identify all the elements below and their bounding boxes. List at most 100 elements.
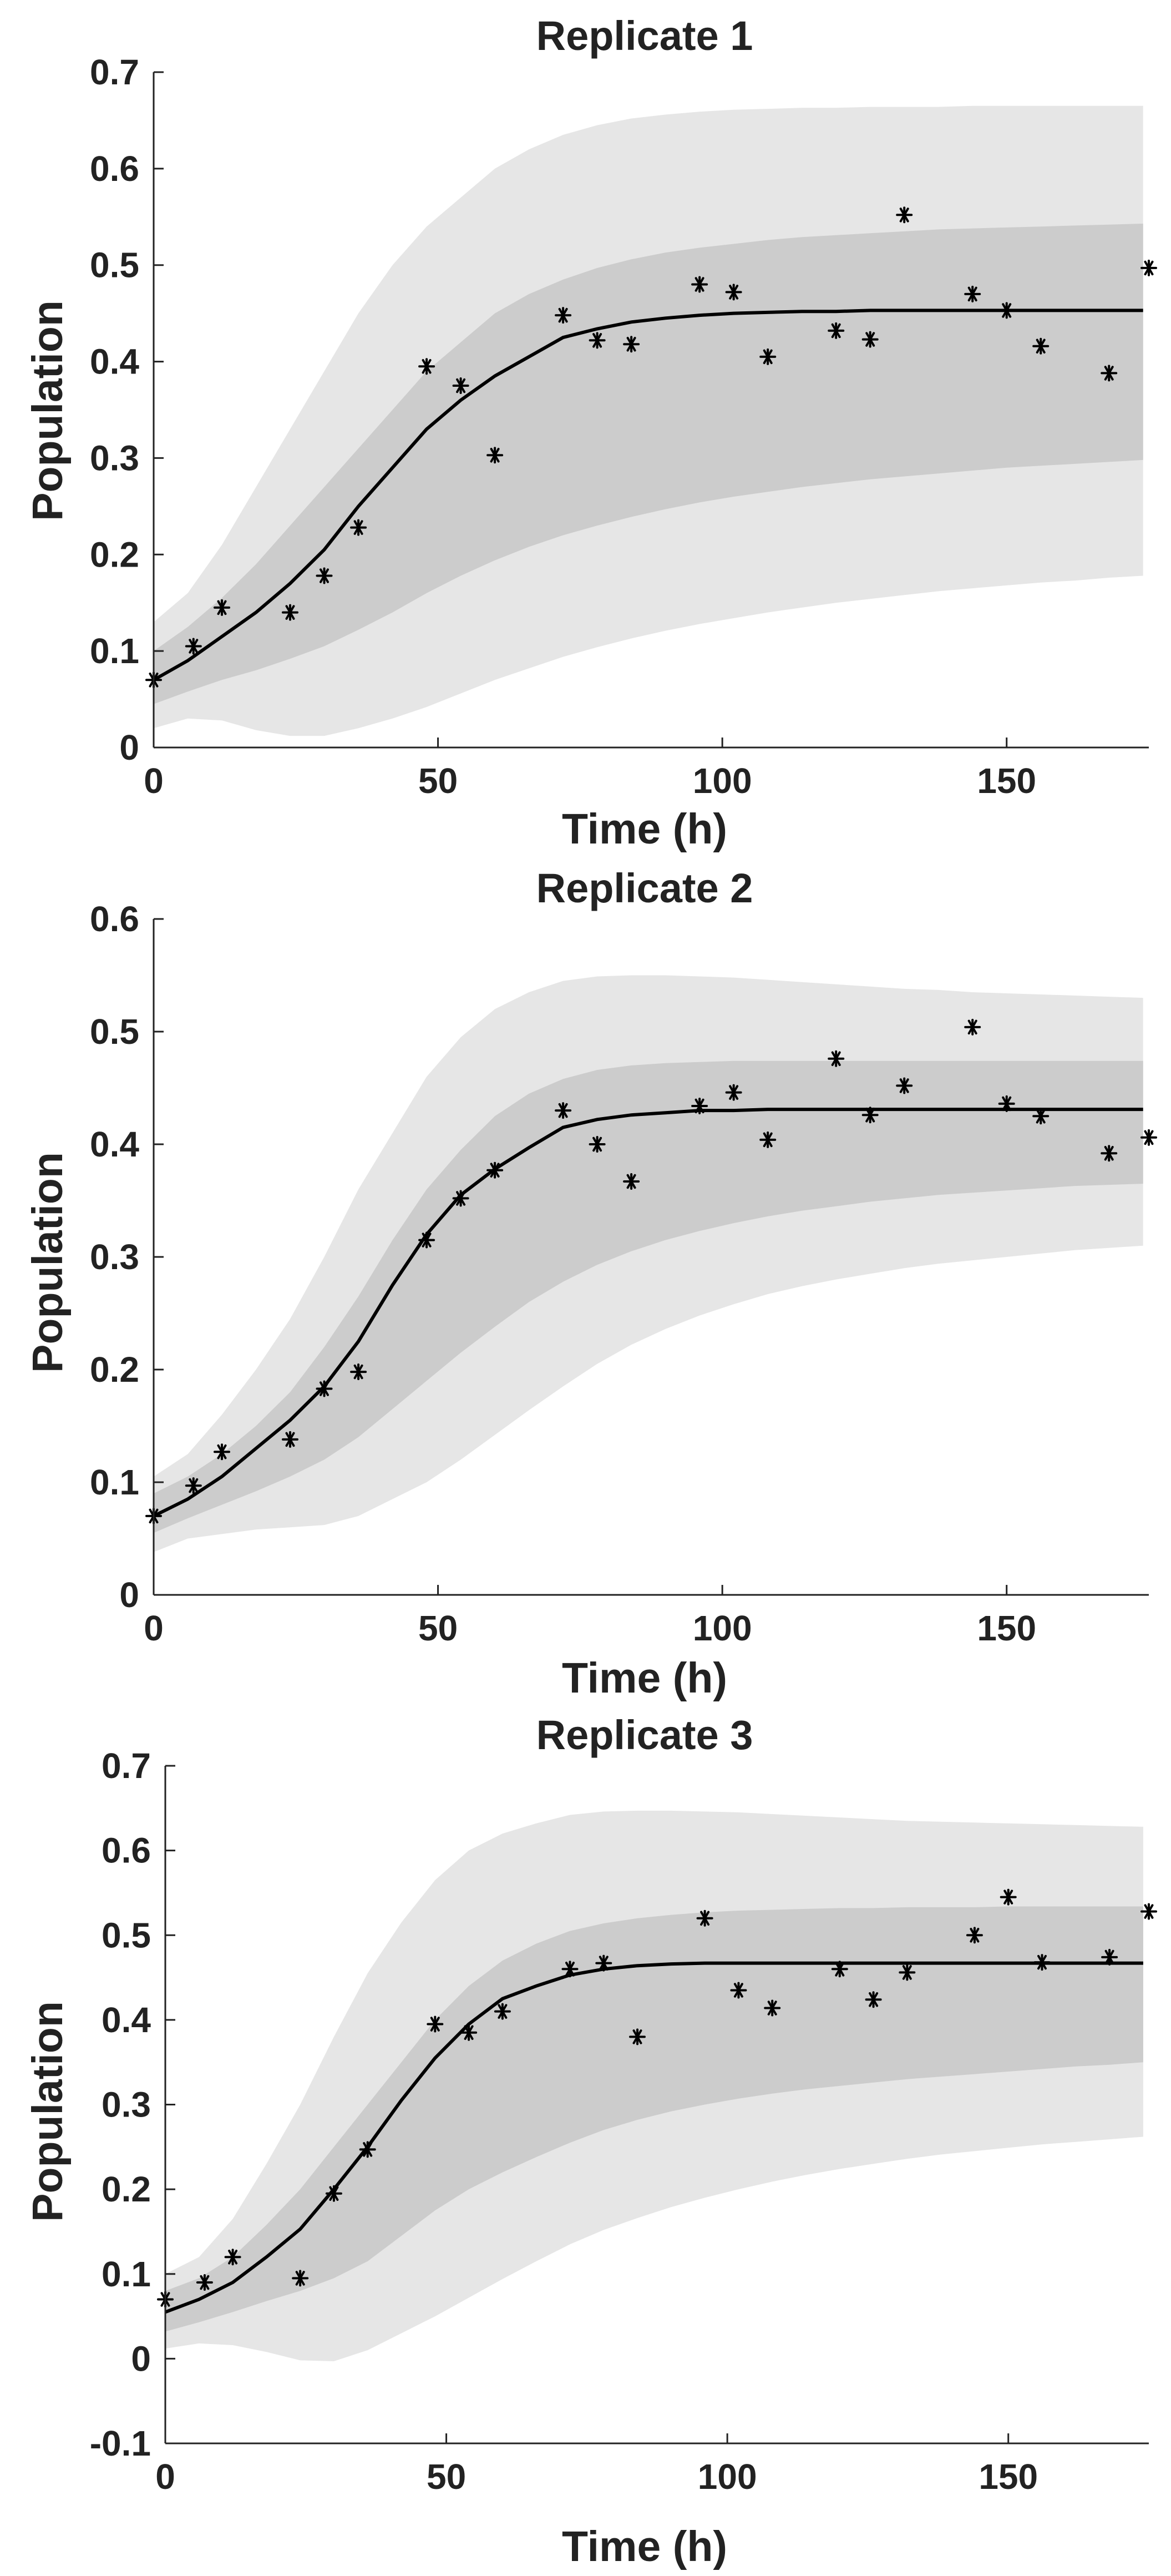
data-point	[185, 638, 202, 655]
data-point	[196, 2274, 213, 2291]
x-ticks: 0 50 100 150	[155, 2433, 1038, 2497]
data-point	[486, 1161, 504, 1179]
x-tick-label: 150	[977, 1608, 1036, 1648]
x-ticks: 0 50 100 150	[144, 738, 1036, 801]
data-point	[865, 1991, 882, 2008]
data-point	[1140, 1129, 1157, 1146]
data-point	[759, 348, 777, 365]
data-point	[452, 1190, 469, 1207]
y-ticks: -0.1 0 0.1 0.2 0.3 0.4 0.5 0.6 0.7	[90, 1746, 175, 2463]
y-tick-label: 0.7	[102, 1746, 151, 1786]
x-axis-label: Time (h)	[562, 2523, 727, 2570]
x-tick-label: 150	[979, 2457, 1038, 2497]
data-point	[325, 2185, 342, 2202]
data-point	[629, 2028, 646, 2045]
y-ticks: 0 0.1 0.2 0.3 0.4 0.5 0.6 0.7	[90, 52, 164, 767]
data-point	[555, 1102, 572, 1119]
x-ticks: 0 50 100 150	[144, 1585, 1036, 1648]
data-point	[1140, 1903, 1157, 1920]
y-tick-label: 0.4	[90, 1124, 139, 1164]
data-point	[831, 1961, 848, 1978]
y-tick-label: 0.3	[102, 2085, 151, 2125]
chart-title: Replicate 3	[536, 1712, 753, 1758]
chart-title: Replicate 1	[536, 13, 753, 59]
y-tick-label: 0.2	[90, 1350, 139, 1390]
panel-replicate-2: 0 50 100 150 0 0.1 0.2 0.3 0.4 0.5 0.6 Replicate …	[24, 865, 1157, 1702]
data-point	[725, 1084, 742, 1101]
x-tick-label: 100	[698, 2457, 757, 2497]
y-tick-label: 0.6	[90, 149, 139, 189]
data-point	[1032, 1108, 1050, 1125]
y-tick-label: 0	[119, 728, 139, 767]
data-point	[224, 2249, 241, 2266]
data-point	[998, 302, 1015, 319]
data-point	[359, 2141, 376, 2158]
y-axis-label: Population	[24, 1152, 72, 1373]
data-point	[764, 1999, 781, 2017]
data-point	[896, 206, 913, 224]
data-point	[759, 1131, 777, 1148]
x-tick-label: 50	[427, 2457, 466, 2497]
x-tick-label: 0	[155, 2457, 175, 2497]
y-tick-label: 0.4	[102, 2000, 151, 2040]
data-point	[623, 1173, 640, 1190]
x-tick-label: 0	[144, 1608, 164, 1648]
model-mean-line	[153, 309, 1143, 681]
data-point	[896, 1077, 913, 1094]
y-tick-label: 0.1	[102, 2254, 151, 2294]
data-point	[861, 331, 879, 348]
x-tick-label: 50	[418, 761, 458, 801]
data-point	[561, 1961, 579, 1978]
data-point	[350, 1363, 367, 1381]
y-tick-label: 0.7	[90, 52, 139, 92]
data-point	[555, 307, 572, 324]
data-point	[1101, 1145, 1118, 1162]
data-point	[966, 1927, 983, 1944]
data-point	[964, 1018, 981, 1036]
data-point	[1101, 365, 1118, 382]
data-point	[861, 1107, 879, 1124]
confidence-bands	[165, 1810, 1143, 2361]
confidence-bands	[154, 975, 1143, 1552]
x-tick-label: 0	[144, 761, 164, 801]
confidence-bands	[154, 105, 1143, 736]
data-point	[589, 1136, 606, 1153]
y-tick-label: -0.1	[90, 2423, 151, 2463]
y-ticks: 0 0.1 0.2 0.3 0.4 0.5 0.6	[90, 899, 164, 1615]
data-point	[292, 2270, 309, 2287]
panel-replicate-3: 0 50 100 150 -0.100.10.20.30.40.50.60.7 Rep…	[24, 1712, 1157, 2570]
x-tick-label: 100	[693, 1608, 752, 1648]
data-point	[452, 377, 469, 395]
y-tick-label: 0	[119, 1575, 139, 1615]
data-point	[998, 1095, 1015, 1112]
data-point	[460, 2024, 478, 2041]
x-tick-label: 50	[418, 1608, 458, 1648]
data-point	[1033, 1954, 1051, 1971]
data-point	[282, 1431, 298, 1448]
data-point	[730, 1982, 747, 1999]
y-tick-label: 0.6	[102, 1831, 151, 1871]
chart-title: Replicate 2	[536, 865, 753, 911]
x-tick-label: 150	[977, 761, 1036, 801]
data-point	[316, 567, 333, 584]
inner-band	[165, 1906, 1143, 2332]
x-axis-label: Time (h)	[562, 1654, 727, 1702]
data-point	[1140, 259, 1157, 276]
x-axis-label: Time (h)	[562, 805, 727, 853]
data-point	[589, 332, 606, 349]
y-tick-label: 0	[131, 2338, 151, 2378]
y-tick-label: 0.4	[90, 342, 139, 382]
data-point	[964, 285, 981, 302]
data-point	[595, 1954, 612, 1972]
data-point	[494, 2003, 511, 2020]
data-point	[691, 1097, 708, 1114]
y-tick-label: 0.1	[90, 631, 139, 671]
data-point	[1032, 337, 1050, 355]
y-tick-label: 0.1	[90, 1462, 139, 1502]
data-point	[316, 1380, 333, 1397]
data-point	[214, 1443, 230, 1461]
x-tick-label: 100	[693, 761, 752, 801]
y-tick-label: 0.2	[90, 534, 139, 574]
panel-replicate-1: 0 50 100 150 0 0.1 0.2 0.3 0.4 0.5 0.6 0.7 Replica…	[24, 13, 1157, 853]
